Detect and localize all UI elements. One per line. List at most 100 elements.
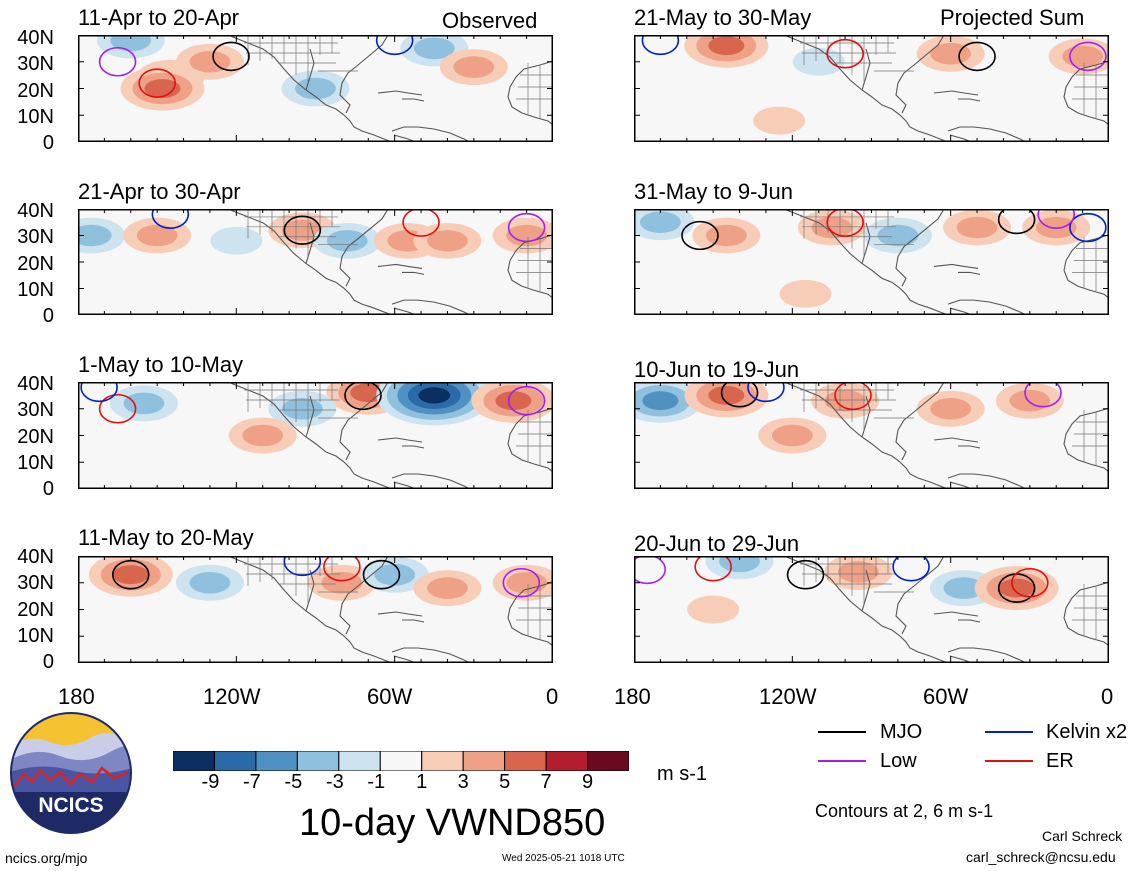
coastline: [391, 126, 471, 142]
coastline: [947, 126, 1027, 142]
contour-mjo: [283, 215, 322, 245]
coastline: [227, 382, 393, 489]
colorbar-swatch: [379, 751, 423, 771]
coastline: [305, 222, 315, 264]
political-boundary: [803, 35, 889, 83]
contour-kelvin-x2: [80, 382, 118, 403]
legend-label-kelvin: Kelvin x2: [1046, 721, 1128, 743]
negative-anomaly: [295, 77, 336, 100]
positive-anomaly: [837, 561, 879, 583]
negative-anomaly: [943, 577, 985, 599]
negative-anomaly: [413, 37, 455, 60]
contour-kelvin-x2: [892, 556, 930, 582]
negative-anomaly: [639, 211, 681, 233]
contour-mjo: [786, 559, 825, 590]
political-boundary: [800, 389, 914, 419]
contour-low: [634, 556, 666, 585]
political-boundary: [516, 236, 553, 293]
footer-url: ncics.org/mjo: [5, 850, 88, 866]
contour-mjo: [720, 382, 759, 408]
political-boundary: [1072, 410, 1109, 466]
coastline: [933, 437, 979, 443]
colorbar-tick-label: -7: [243, 771, 261, 793]
negative-anomaly: [123, 392, 165, 415]
contour-kelvin-x2: [1069, 212, 1107, 243]
positive-anomaly: [1062, 45, 1104, 68]
x-tick-label: 60W: [923, 684, 969, 709]
contour-kelvin-x2: [283, 556, 322, 577]
political-boundary: [247, 209, 333, 257]
map-panel-3: [78, 382, 553, 489]
x-tick-label: 180: [614, 684, 651, 709]
coastline: [377, 437, 423, 443]
colorbar-swatch: [504, 751, 547, 771]
political-boundary: [1072, 236, 1109, 293]
coastline: [339, 35, 389, 114]
political-boundary: [244, 389, 358, 419]
negative-anomaly: [78, 224, 112, 247]
colorbar-tick-label: -5: [284, 771, 303, 793]
coastline: [402, 619, 425, 623]
political-boundary: [516, 63, 553, 119]
contour-mjo: [362, 559, 401, 590]
negative-anomaly: [418, 387, 451, 404]
contour-kelvin-x2: [641, 35, 680, 56]
ncics-logo: NCICS: [10, 712, 132, 834]
footer-timestamp: Wed 2025-05-21 1018 UTC: [502, 853, 625, 864]
legend-swatch-low: [818, 760, 866, 762]
positive-anomaly: [453, 56, 495, 78]
coastline: [861, 222, 871, 264]
legend-swatch-mjo: [818, 731, 866, 733]
coastline: [895, 35, 945, 114]
coastline: [933, 90, 979, 96]
logo-text: NCICS: [38, 794, 103, 817]
positive-anomaly: [506, 224, 548, 247]
colorbar-units: m s-1: [657, 763, 707, 785]
contour-mjo: [344, 382, 382, 411]
positive-anomaly: [1009, 389, 1051, 412]
positive-anomaly: [753, 106, 806, 135]
political-boundary: [800, 42, 914, 72]
contour-kelvin-x2: [747, 382, 785, 403]
contour-er: [323, 556, 361, 582]
coastline: [305, 569, 315, 612]
contour-mjo: [212, 41, 250, 72]
coastline: [339, 382, 389, 461]
coastline: [958, 271, 981, 275]
contour-er: [98, 393, 137, 424]
contour-er: [826, 209, 864, 237]
positive-anomaly: [708, 385, 745, 405]
map-panel-8: [634, 556, 1109, 663]
contour-low: [98, 46, 137, 77]
y-tick-label: 0: [42, 132, 54, 154]
colorbar-swatch: [213, 751, 257, 771]
negative-anomaly: [326, 230, 368, 252]
y-tick-label: 0: [42, 305, 54, 327]
y-tick-label: 40N: [17, 27, 54, 49]
y-tick-label: 30N: [17, 572, 54, 594]
footer-email: carl_schreck@ncsu.edu: [966, 849, 1116, 865]
coastline: [377, 611, 423, 617]
legend-swatch-kelvin: [985, 731, 1033, 733]
y-tick-label: 40N: [17, 546, 54, 568]
y-tick-label: 40N: [17, 200, 54, 222]
coastline: [339, 209, 389, 287]
coastline: [933, 263, 979, 269]
positive-anomaly: [930, 42, 972, 65]
coastline: [402, 271, 425, 275]
x-tick-label: 0: [546, 684, 559, 709]
colorbar-swatch: [587, 751, 629, 771]
political-boundary: [247, 382, 333, 430]
colorbar: [173, 751, 629, 771]
contour-er: [834, 382, 872, 411]
contour-kelvin-x2: [151, 209, 190, 229]
coastline: [507, 581, 553, 647]
y-tick-label: 10N: [17, 106, 54, 128]
positive-anomaly: [281, 219, 323, 241]
coastline: [391, 299, 471, 315]
colorbar-tick-label: 5: [499, 771, 511, 793]
colorbar-swatch: [173, 751, 215, 771]
colorbar-swatch: [338, 751, 381, 771]
contour-kelvin-x2: [375, 35, 414, 56]
contour-low: [507, 212, 546, 243]
